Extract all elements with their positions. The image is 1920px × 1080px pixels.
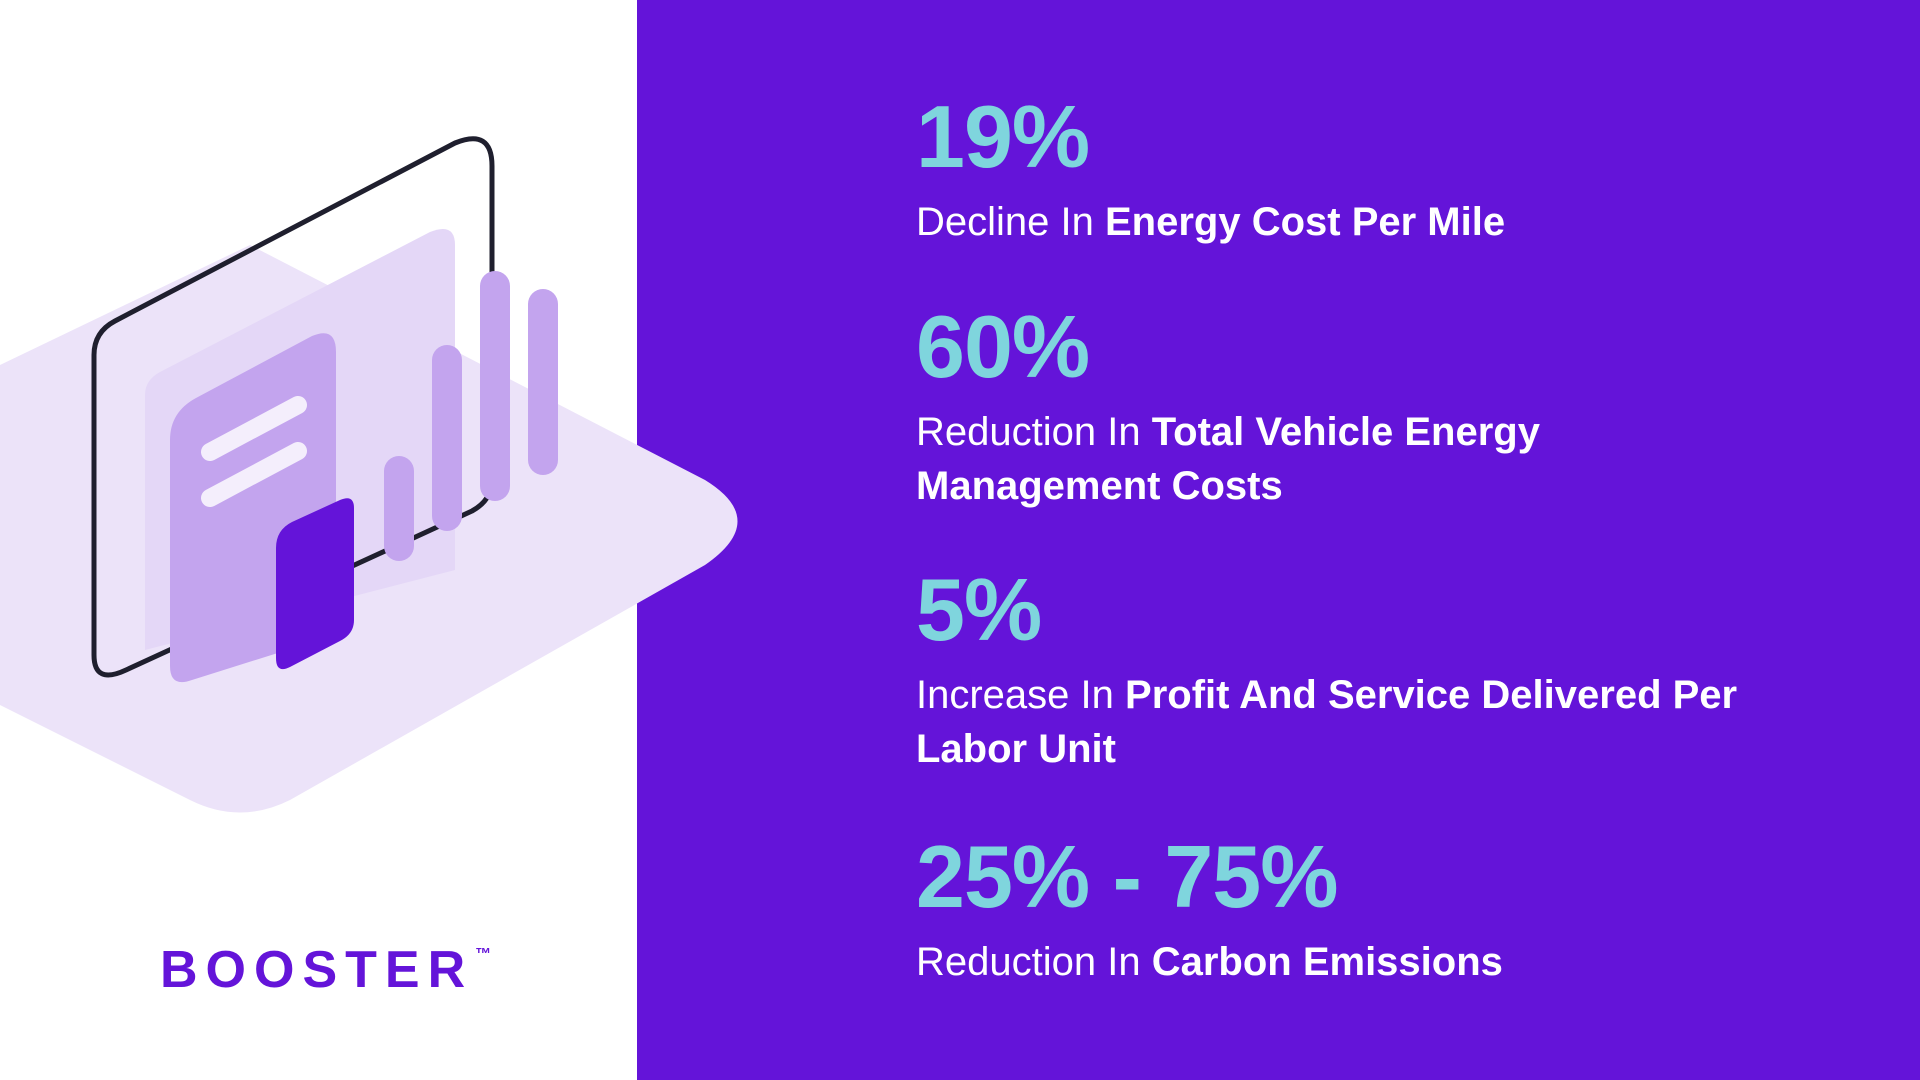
stat-item-energy-cost: 19% Decline In Energy Cost Per Mile bbox=[916, 93, 1876, 249]
document-line-1 bbox=[201, 396, 307, 461]
chart-bar-3 bbox=[480, 271, 510, 501]
stat-description: Decline In Energy Cost Per Mile bbox=[916, 195, 1876, 249]
stat-value: 5% bbox=[916, 560, 1042, 659]
dashboard-chart-icon bbox=[0, 136, 738, 813]
stat-description: Reduction In Total Vehicle Energy Manage… bbox=[916, 405, 1616, 513]
right-panel bbox=[637, 0, 1920, 1080]
stat-item-carbon-emissions: 25% - 75% Reduction In Carbon Emissions bbox=[916, 833, 1876, 989]
stat-value: 25% - 75% bbox=[916, 827, 1338, 926]
stat-lead-text: Reduction In bbox=[916, 940, 1152, 984]
stat-lead-text: Reduction In bbox=[916, 410, 1152, 454]
chart-bar-2 bbox=[432, 345, 462, 531]
document-line-2 bbox=[201, 442, 307, 507]
stat-item-profit-service: 5% Increase In Profit And Service Delive… bbox=[916, 566, 1776, 776]
stat-value: 19% bbox=[916, 87, 1090, 186]
stat-emphasis-text: Carbon Emissions bbox=[1151, 940, 1503, 984]
brand-logo: BOOSTER ™ bbox=[160, 940, 492, 1000]
stat-lead-text: Increase In bbox=[916, 673, 1126, 717]
stat-lead-text: Decline In bbox=[916, 200, 1105, 244]
chart-bar-1 bbox=[384, 456, 414, 561]
trademark-symbol: ™ bbox=[475, 946, 493, 963]
stat-item-vehicle-energy: 60% Reduction In Total Vehicle Energy Ma… bbox=[916, 303, 1616, 513]
stat-description: Reduction In Carbon Emissions bbox=[916, 935, 1876, 989]
stat-value: 60% bbox=[916, 297, 1090, 396]
purple-tile-shape bbox=[276, 498, 354, 670]
stat-emphasis-text: Total Vehicle Energy Management Costs bbox=[916, 410, 1540, 508]
brand-name: BOOSTER bbox=[160, 941, 474, 999]
stat-emphasis-text: Profit And Service Delivered Per Labor U… bbox=[916, 673, 1738, 771]
chart-bar-4 bbox=[528, 289, 558, 475]
stat-description: Increase In Profit And Service Delivered… bbox=[916, 668, 1776, 776]
stat-emphasis-text: Energy Cost Per Mile bbox=[1104, 200, 1506, 244]
